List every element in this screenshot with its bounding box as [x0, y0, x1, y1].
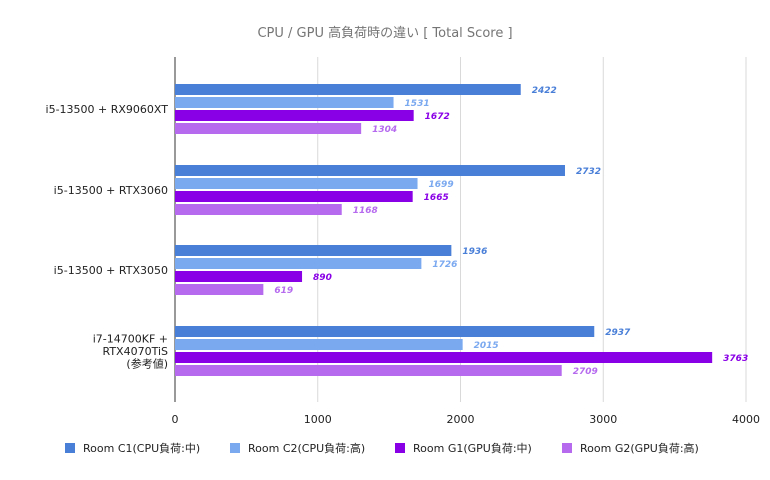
- legend-swatch: [65, 443, 75, 453]
- bar: [175, 123, 362, 134]
- legend-label: Room G2(GPU負荷:高): [580, 441, 699, 455]
- category-label: (参考値): [126, 357, 168, 371]
- legend-swatch: [395, 443, 405, 453]
- data-label: 1936: [462, 247, 487, 257]
- data-label: 890: [313, 273, 332, 283]
- bar: [175, 284, 264, 295]
- data-labels: 2422 1531 1672 1304 2732 1699 1665 1168 1936 1726…: [274, 86, 748, 377]
- gridlines: [174, 57, 747, 402]
- category-label: RTX4070TiS: [102, 345, 168, 358]
- category-labels: i5-13500 + RX9060XT i5-13500 + RTX3060 i5-…: [46, 103, 169, 371]
- data-label: 1665: [424, 193, 449, 203]
- legend-label: Room G1(GPU負荷:中): [413, 442, 532, 455]
- bar: [175, 97, 394, 108]
- x-tick-label: 0: [172, 413, 179, 426]
- legend-label: Room C1(CPU負荷:中): [83, 442, 200, 455]
- category-label: i5-13500 + RTX3060: [54, 184, 168, 197]
- bar: [175, 339, 463, 350]
- legend: Room C1(CPU負荷:中) Room C2(CPU負荷:高) Room G1(…: [65, 441, 699, 455]
- data-label: 3763: [723, 354, 748, 364]
- data-label: 619: [274, 286, 293, 296]
- legend-label: Room C2(CPU負荷:高): [248, 441, 365, 455]
- data-label: 2709: [573, 367, 598, 377]
- bar: [175, 258, 422, 269]
- category-label: i5-13500 + RX9060XT: [46, 103, 169, 116]
- data-label: 1699: [429, 180, 454, 190]
- x-tick-labels: 0 1000 2000 3000 4000: [172, 413, 761, 426]
- x-tick-label: 3000: [589, 413, 617, 426]
- x-tick-label: 2000: [447, 413, 475, 426]
- chart-title: CPU / GPU 高負荷時の違い [ Total Score ]: [257, 25, 512, 41]
- x-tick-label: 1000: [304, 413, 332, 426]
- data-label: 2422: [532, 86, 557, 96]
- bar: [175, 110, 414, 121]
- data-label: 1168: [353, 206, 378, 216]
- legend-swatch: [230, 443, 240, 453]
- x-tick-label: 4000: [732, 413, 760, 426]
- category-label: i7-14700KF +: [93, 333, 168, 346]
- data-label: 2937: [605, 328, 631, 338]
- bar: [175, 245, 452, 256]
- bar: [175, 204, 342, 215]
- data-label: 1531: [405, 99, 430, 109]
- bar: [175, 271, 303, 282]
- bar: [175, 178, 418, 189]
- legend-swatch: [562, 443, 572, 453]
- data-label: 1726: [432, 260, 457, 270]
- bar: [175, 365, 562, 376]
- bar: [175, 191, 413, 202]
- category-label: i5-13500 + RTX3050: [54, 264, 168, 277]
- data-label: 1304: [372, 125, 397, 135]
- bar: [175, 352, 713, 363]
- bar: [175, 326, 595, 337]
- bar: [175, 165, 565, 176]
- bar: [175, 84, 521, 95]
- data-label: 2015: [474, 341, 499, 351]
- bars: [175, 84, 713, 376]
- data-label: 1672: [425, 112, 450, 122]
- data-label: 2732: [576, 167, 601, 177]
